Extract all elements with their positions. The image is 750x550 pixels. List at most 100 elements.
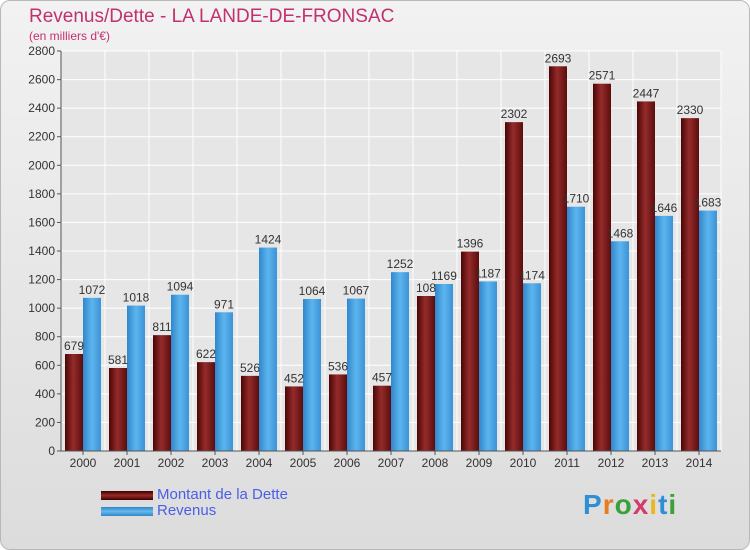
legend-item-debt: Montant de la Dette <box>101 487 288 503</box>
data-label: 1710 <box>563 192 590 206</box>
data-label: 679 <box>64 339 84 353</box>
x-tick-label: 2010 <box>510 456 537 470</box>
y-tick-label: 600 <box>35 358 55 372</box>
bar-debt <box>681 118 699 452</box>
data-label: 2693 <box>545 51 572 65</box>
x-tick-label: 2013 <box>642 456 669 470</box>
data-label: 622 <box>196 347 216 361</box>
bar-debt <box>505 122 523 452</box>
chart-subtitle: (en milliers d'€) <box>29 29 110 43</box>
bar-revenue <box>611 241 629 451</box>
bar-revenue <box>259 247 277 451</box>
bar-revenue <box>391 272 409 451</box>
x-tick-label: 2008 <box>422 456 449 470</box>
bar-revenue <box>699 210 717 451</box>
data-label: 1252 <box>387 257 414 271</box>
y-tick-label: 2400 <box>28 101 55 115</box>
bar-debt <box>593 83 611 451</box>
data-label: 1018 <box>123 291 150 305</box>
x-tick-label: 2012 <box>598 456 625 470</box>
data-label: 1468 <box>607 226 634 240</box>
x-tick-label: 2007 <box>378 456 405 470</box>
x-tick-label: 2000 <box>70 456 97 470</box>
data-label: 1187 <box>475 266 501 280</box>
data-label: 1094 <box>167 280 194 294</box>
bar-revenue <box>435 284 453 451</box>
bar-debt <box>417 296 435 451</box>
x-tick-label: 2003 <box>202 456 229 470</box>
data-label: 1424 <box>255 233 282 247</box>
bar-revenue <box>655 215 673 451</box>
x-tick-label: 2011 <box>554 456 580 470</box>
legend-swatch-debt <box>101 490 153 500</box>
bar-debt <box>373 385 391 451</box>
bar-debt <box>153 335 171 451</box>
x-tick-label: 2005 <box>290 456 317 470</box>
data-label: 1396 <box>457 237 484 251</box>
bar-debt <box>241 375 259 451</box>
y-tick-label: 400 <box>35 387 55 401</box>
x-tick-label: 2009 <box>466 456 493 470</box>
bar-debt <box>461 251 479 451</box>
bar-debt <box>285 386 303 451</box>
data-label: 526 <box>240 361 260 375</box>
y-tick-label: 2800 <box>28 44 55 58</box>
data-label: 2330 <box>677 103 704 117</box>
data-label: 452 <box>284 371 304 385</box>
legend-label-revenue: Revenus <box>157 502 217 519</box>
data-label: 1072 <box>79 283 106 297</box>
y-tick-label: 2600 <box>28 73 55 87</box>
data-label: 2571 <box>589 69 616 83</box>
data-label: 2447 <box>633 86 660 100</box>
bar-revenue <box>479 281 497 451</box>
data-label: 536 <box>328 359 348 373</box>
data-label: 1174 <box>519 268 545 282</box>
proxiti-logo: Proxiti <box>583 489 678 520</box>
bar-revenue <box>347 298 365 451</box>
bar-debt <box>109 368 127 451</box>
x-tick-label: 2001 <box>114 456 141 470</box>
legend-label-debt: Montant de la Dette <box>157 486 288 503</box>
y-tick-label: 1600 <box>28 215 55 229</box>
bar-revenue <box>523 283 541 451</box>
x-tick-label: 2014 <box>686 456 713 470</box>
data-label: 2302 <box>501 107 528 121</box>
data-label: 1064 <box>299 284 326 298</box>
y-tick-label: 800 <box>35 330 55 344</box>
bar-revenue <box>567 206 585 451</box>
x-tick-label: 2002 <box>158 456 185 470</box>
bar-revenue <box>215 312 233 451</box>
bar-debt <box>637 101 655 451</box>
legend-item-revenue: Revenus <box>101 503 288 519</box>
legend: Montant de la Dette Revenus <box>101 487 288 519</box>
y-tick-label: 200 <box>35 415 55 429</box>
legend-swatch-revenue <box>101 506 153 516</box>
data-label: 1683 <box>695 196 722 210</box>
x-tick-label: 2006 <box>334 456 361 470</box>
y-tick-label: 0 <box>48 444 55 458</box>
y-tick-label: 2200 <box>28 130 55 144</box>
y-tick-label: 1000 <box>28 301 55 315</box>
bar-revenue <box>171 294 189 451</box>
bar-revenue <box>127 305 145 451</box>
bar-debt <box>65 354 83 451</box>
data-label: 811 <box>152 320 171 334</box>
bar-debt <box>329 374 347 451</box>
y-tick-label: 1200 <box>28 273 55 287</box>
bar-revenue <box>83 297 101 451</box>
chart-title: Revenus/Dette - LA LANDE-DE-FRONSAC <box>29 6 395 27</box>
y-tick-label: 2000 <box>28 158 55 172</box>
bar-debt <box>197 362 215 451</box>
y-tick-label: 1800 <box>28 187 55 201</box>
data-label: 971 <box>214 297 234 311</box>
data-label: 457 <box>372 371 392 385</box>
bar-revenue <box>303 299 321 451</box>
data-label: 1169 <box>431 269 457 283</box>
bar-debt <box>549 66 567 452</box>
data-label: 581 <box>108 353 128 367</box>
data-label: 1067 <box>343 284 370 298</box>
y-tick-label: 1400 <box>28 244 55 258</box>
data-label: 108 <box>416 281 436 295</box>
